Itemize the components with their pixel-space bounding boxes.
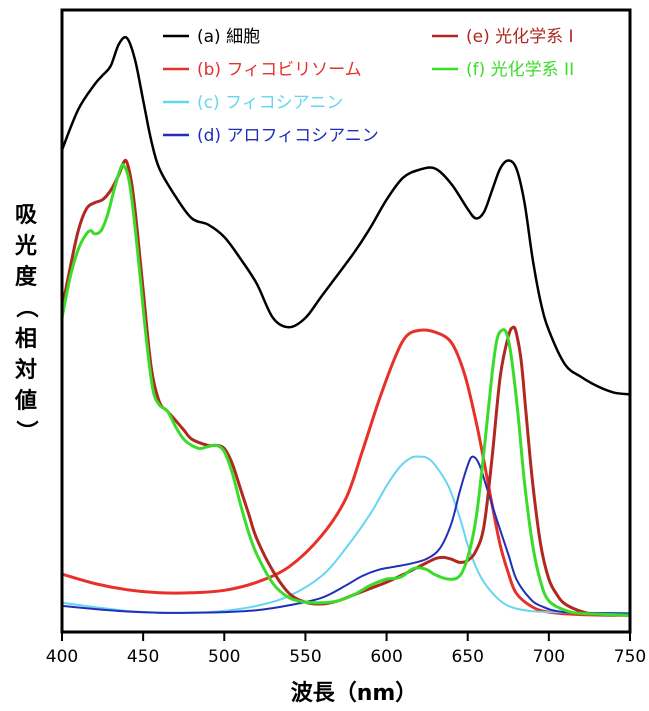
- x-axis: 400 450 500 550 600 650 700 750: [46, 632, 646, 667]
- legend-label: (e) 光化学系 I: [466, 27, 574, 47]
- x-axis-label: 波長（nm）: [291, 681, 418, 706]
- series-layer: [60, 35, 632, 617]
- x-tick-label: 650: [451, 647, 483, 667]
- y-axis-label: 吸光度 （ 相対値 ）: [13, 203, 38, 442]
- legend-label: (c) フィコシアニン: [197, 93, 343, 113]
- y-axis-label-char: 値: [14, 389, 37, 414]
- legend-label: (f) 光化学系 II: [466, 60, 574, 80]
- y-axis-label-char: （: [13, 296, 38, 318]
- series-line-c: [61, 455, 631, 615]
- legend: (a) 細胞 (b) フィコビリソーム (c) フィコシアニン (d) アロフィコシア…: [163, 27, 574, 146]
- legend-label: (a) 細胞: [197, 27, 260, 47]
- plot-frame: [60, 8, 632, 634]
- x-tick-label: 450: [127, 647, 159, 667]
- y-axis-label-char: ）: [13, 420, 38, 442]
- series-line-f: [60, 163, 632, 617]
- series-line-d: [61, 455, 631, 615]
- x-tick-label: 700: [533, 647, 565, 667]
- series-line-b: [60, 328, 632, 617]
- x-tick-label: 550: [289, 647, 321, 667]
- y-axis-label-char: 対: [15, 358, 37, 383]
- legend-label: (b) フィコビリソーム: [197, 60, 362, 80]
- y-axis-label-char: 度: [15, 264, 38, 290]
- y-axis-label-char: 相: [15, 327, 37, 352]
- y-axis-label-char: 吸: [15, 203, 38, 228]
- y-axis-label-char: 光: [14, 234, 37, 259]
- x-tick-label: 400: [46, 647, 78, 667]
- legend-label: (d) アロフィコシアニン: [197, 126, 379, 146]
- x-tick-label: 600: [370, 647, 402, 667]
- x-tick-label: 750: [614, 647, 646, 667]
- series-line-a: [60, 35, 632, 396]
- x-tick-label: 500: [208, 647, 240, 667]
